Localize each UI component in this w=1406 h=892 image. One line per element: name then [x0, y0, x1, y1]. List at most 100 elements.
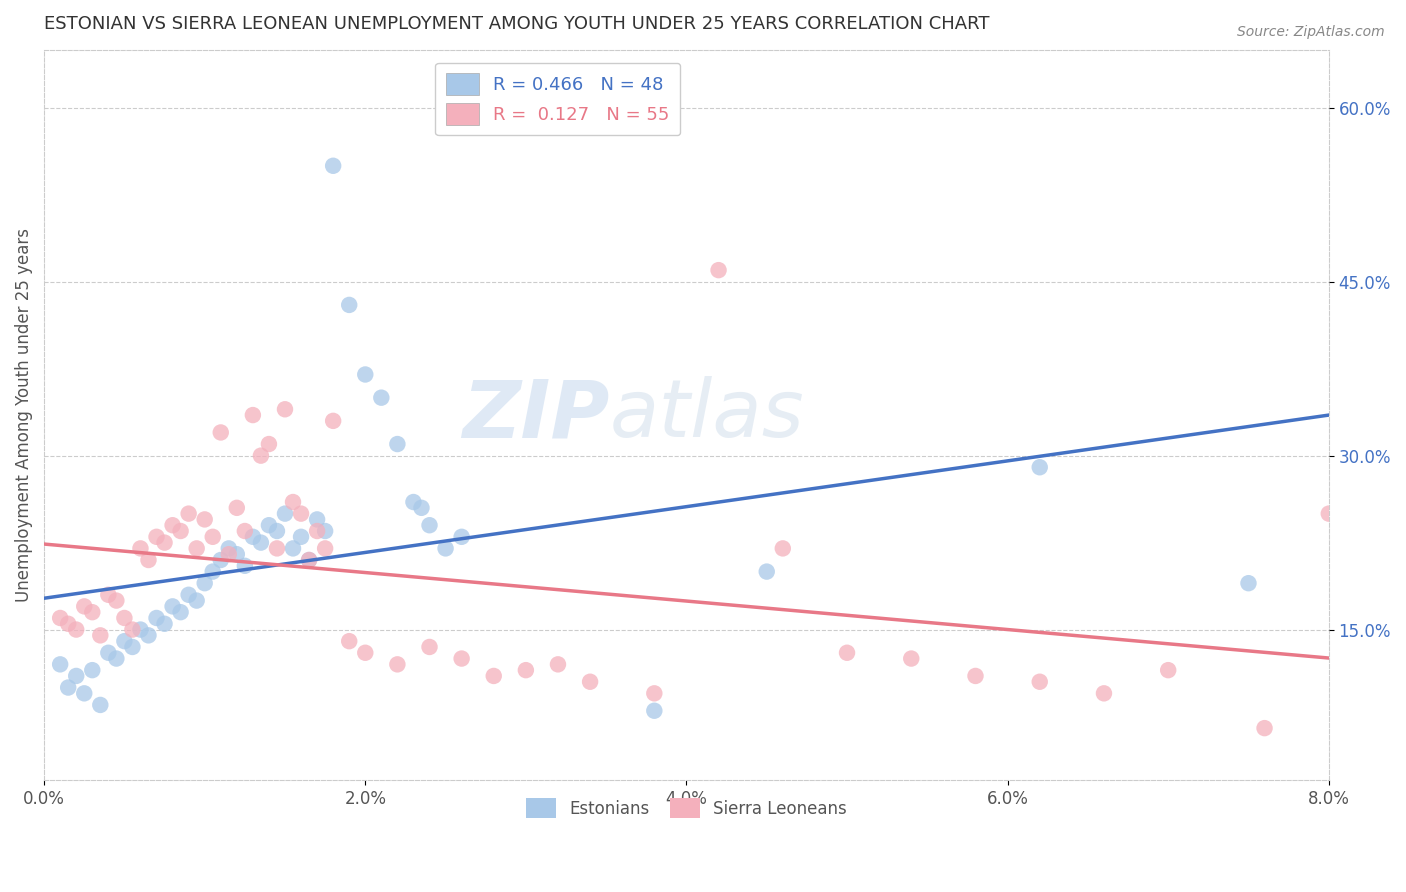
Point: [965, 669, 987, 683]
Point: [354, 368, 377, 382]
Point: [281, 541, 304, 556]
Point: [266, 541, 288, 556]
Point: [579, 674, 602, 689]
Point: [58, 681, 80, 695]
Point: [402, 495, 425, 509]
Point: [129, 541, 152, 556]
Point: [257, 437, 280, 451]
Point: [482, 669, 505, 683]
Point: [1253, 721, 1275, 735]
Point: [201, 530, 224, 544]
Point: [450, 651, 472, 665]
Point: [186, 593, 208, 607]
Point: [162, 518, 184, 533]
Point: [1317, 507, 1340, 521]
Point: [290, 530, 312, 544]
Point: [138, 553, 160, 567]
Point: [772, 541, 794, 556]
Point: [105, 593, 128, 607]
Point: [105, 651, 128, 665]
Point: [225, 547, 247, 561]
Point: [250, 449, 273, 463]
Point: [225, 500, 247, 515]
Point: [643, 686, 665, 700]
Point: [281, 495, 304, 509]
Point: [121, 640, 143, 654]
Point: [298, 553, 321, 567]
Point: [49, 657, 72, 672]
Point: [97, 646, 120, 660]
Point: [82, 663, 104, 677]
Point: [337, 634, 360, 648]
Point: [314, 541, 336, 556]
Point: [121, 623, 143, 637]
Point: [65, 669, 87, 683]
Point: [194, 512, 217, 526]
Point: [1157, 663, 1180, 677]
Point: [835, 646, 858, 660]
Point: [58, 616, 80, 631]
Point: [138, 628, 160, 642]
Point: [755, 565, 778, 579]
Point: [257, 518, 280, 533]
Point: [218, 547, 240, 561]
Point: [354, 646, 377, 660]
Point: [153, 616, 176, 631]
Point: [322, 159, 344, 173]
Point: [707, 263, 730, 277]
Point: [274, 402, 297, 417]
Y-axis label: Unemployment Among Youth under 25 years: Unemployment Among Youth under 25 years: [15, 228, 32, 602]
Point: [387, 437, 409, 451]
Point: [418, 518, 440, 533]
Point: [1028, 674, 1050, 689]
Point: [194, 576, 217, 591]
Point: [73, 686, 96, 700]
Point: [145, 530, 167, 544]
Point: [233, 524, 256, 538]
Point: [250, 535, 273, 549]
Point: [153, 535, 176, 549]
Point: [290, 507, 312, 521]
Point: [73, 599, 96, 614]
Point: [1092, 686, 1115, 700]
Point: [298, 553, 321, 567]
Point: [547, 657, 569, 672]
Point: [314, 524, 336, 538]
Text: ZIP: ZIP: [463, 376, 609, 454]
Point: [434, 541, 457, 556]
Point: [411, 500, 433, 515]
Point: [643, 704, 665, 718]
Point: [177, 588, 200, 602]
Point: [97, 588, 120, 602]
Point: [65, 623, 87, 637]
Point: [218, 541, 240, 556]
Point: [169, 605, 191, 619]
Point: [337, 298, 360, 312]
Point: [129, 623, 152, 637]
Point: [112, 611, 135, 625]
Point: [450, 530, 472, 544]
Legend: Estonians, Sierra Leoneans: Estonians, Sierra Leoneans: [517, 789, 855, 827]
Point: [209, 425, 232, 440]
Point: [515, 663, 537, 677]
Point: [209, 553, 232, 567]
Point: [322, 414, 344, 428]
Point: [112, 634, 135, 648]
Text: ESTONIAN VS SIERRA LEONEAN UNEMPLOYMENT AMONG YOUTH UNDER 25 YEARS CORRELATION C: ESTONIAN VS SIERRA LEONEAN UNEMPLOYMENT …: [44, 15, 990, 33]
Point: [169, 524, 191, 538]
Point: [266, 524, 288, 538]
Point: [242, 530, 264, 544]
Point: [370, 391, 392, 405]
Text: Source: ZipAtlas.com: Source: ZipAtlas.com: [1237, 25, 1385, 39]
Point: [900, 651, 922, 665]
Point: [1028, 460, 1050, 475]
Point: [49, 611, 72, 625]
Point: [418, 640, 440, 654]
Point: [307, 524, 329, 538]
Point: [82, 605, 104, 619]
Point: [307, 512, 329, 526]
Point: [186, 541, 208, 556]
Point: [162, 599, 184, 614]
Point: [177, 507, 200, 521]
Point: [387, 657, 409, 672]
